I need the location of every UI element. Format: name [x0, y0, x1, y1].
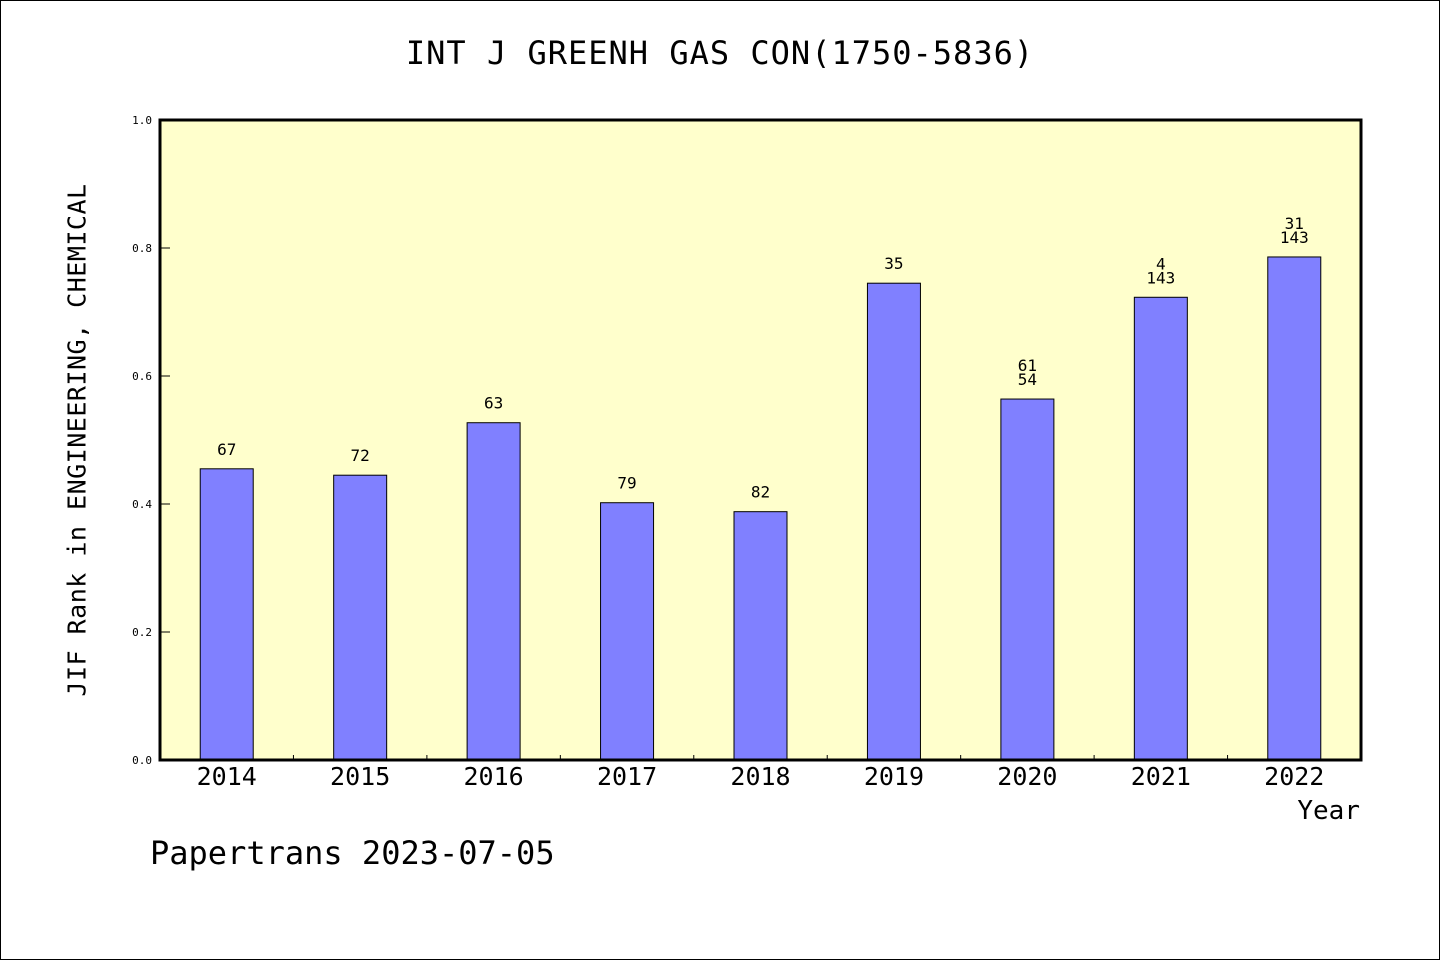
bar-value-label: 54 — [1018, 370, 1037, 389]
bar-2018 — [733, 511, 788, 761]
x-tick-label: 2022 — [1264, 762, 1324, 791]
x-tick-label: 2015 — [330, 762, 390, 791]
bar-value-label: 143 — [1280, 228, 1309, 247]
bar-2022 — [1267, 256, 1322, 761]
bar-value-label: 82 — [751, 483, 770, 502]
x-tick-label: 2019 — [864, 762, 924, 791]
x-tick-label: 2018 — [730, 762, 790, 791]
x-tick-label: 2017 — [597, 762, 657, 791]
bar-2016 — [466, 422, 521, 761]
bar-value-label: 31 — [1285, 214, 1304, 233]
y-tick-label: 0.8 — [132, 242, 152, 255]
bar-value-label: 63 — [484, 394, 503, 413]
y-tick-label: 1.0 — [132, 114, 152, 127]
bar-2020 — [1000, 398, 1055, 761]
x-tick-label: 2014 — [197, 762, 257, 791]
y-tick-label: 0.0 — [132, 754, 152, 767]
y-tick-label: 0.6 — [132, 370, 152, 383]
x-tick-label: 2021 — [1131, 762, 1191, 791]
footer-note: Papertrans 2023-07-05 — [150, 834, 555, 872]
bar-2015 — [333, 474, 388, 761]
bar-2014 — [199, 468, 254, 761]
bar-value-label: 67 — [217, 440, 236, 459]
bar-2021 — [1133, 296, 1188, 761]
bar-value-label: 143 — [1146, 268, 1175, 287]
x-tick-label: 2020 — [997, 762, 1057, 791]
bar-2017 — [600, 502, 655, 761]
bar-2019 — [866, 282, 921, 761]
y-tick-label: 0.4 — [132, 498, 152, 511]
plot-border — [158, 118, 1363, 762]
bar-value-label: 72 — [351, 446, 370, 465]
y-tick-label: 0.2 — [132, 626, 152, 639]
x-axis-label: Year — [1297, 796, 1360, 826]
chart-title: INT J GREENH GAS CON(1750-5836) — [405, 34, 1035, 72]
bar-value-label: 4 — [1156, 254, 1166, 273]
bar-value-label: 61 — [1018, 356, 1037, 375]
x-tick-label: 2016 — [464, 762, 524, 791]
bar-value-label: 79 — [617, 474, 636, 493]
bar-value-label: 35 — [884, 254, 903, 273]
